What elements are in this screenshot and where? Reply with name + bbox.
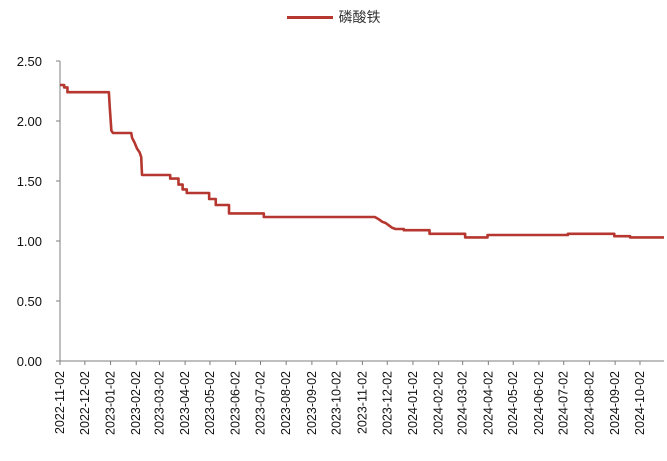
x-tick-label: 2023-09-02 (305, 371, 319, 435)
x-tick-label: 2024-05-02 (506, 371, 520, 435)
x-tick-label: 2023-11-02 (355, 371, 369, 434)
x-tick-label: 2023-07-02 (254, 371, 268, 435)
y-tick-label: 1.50 (17, 174, 42, 189)
x-tick-label: 2024-08-02 (582, 371, 596, 435)
x-tick-label: 2024-06-02 (532, 371, 546, 435)
y-axis: 0.00 0.50 1.00 1.50 2.00 2.50 (17, 54, 61, 369)
legend-label-series: 磷酸铁 (338, 10, 381, 26)
x-tick-label: 2023-03-02 (152, 371, 166, 435)
x-tick-label: 2023-08-02 (279, 371, 293, 435)
x-tick-label: 2023-04-02 (178, 371, 192, 435)
y-tick-label: 2.00 (17, 114, 42, 129)
x-tick-label: 2024-09-02 (608, 371, 622, 435)
x-tick-label: 2023-02-02 (129, 371, 143, 435)
series-layer (60, 83, 664, 239)
x-tick-label: 2023-05-02 (203, 371, 217, 435)
series-line (60, 83, 664, 239)
x-tick-label: 2022-12-02 (78, 371, 92, 435)
x-tick-label: 2022-11-02 (53, 371, 67, 434)
legend-swatch (286, 15, 333, 19)
y-tick-label: 0.50 (17, 294, 42, 309)
x-tick-label: 2024-07-02 (557, 371, 571, 435)
x-tick-label: 2024-01-02 (406, 371, 420, 435)
y-tick-label: 0.00 (17, 354, 42, 369)
x-tick-label: 2024-04-02 (481, 371, 495, 435)
x-tick-label: 2023-01-02 (104, 371, 118, 435)
x-tick-label: 2023-12-02 (380, 371, 394, 435)
y-tick-label: 2.50 (17, 54, 42, 69)
y-tick-label: 1.00 (17, 234, 42, 249)
x-axis: 2022-11-02 2022-12-02 2023-01-02 2023-02-02… (53, 360, 664, 435)
legend: 磷酸铁 (0, 6, 667, 28)
x-tick-label: 2024-10-02 (633, 371, 647, 435)
x-tick-label: 2023-10-02 (330, 371, 344, 435)
x-tick-label: 2024-03-02 (456, 371, 470, 435)
x-tick-label: 2024-02-02 (432, 371, 446, 435)
x-tick-label: 2023-06-02 (229, 371, 243, 435)
